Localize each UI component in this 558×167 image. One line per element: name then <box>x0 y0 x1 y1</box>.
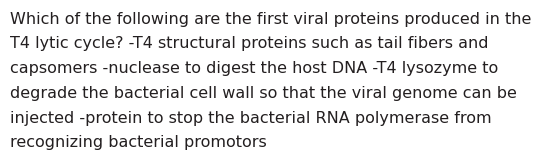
Text: injected -protein to stop the bacterial RNA polymerase from: injected -protein to stop the bacterial … <box>10 111 492 126</box>
Text: T4 lytic cycle? -T4 structural proteins such as tail fibers and: T4 lytic cycle? -T4 structural proteins … <box>10 36 489 51</box>
Text: capsomers -nuclease to digest the host DNA -T4 lysozyme to: capsomers -nuclease to digest the host D… <box>10 61 498 76</box>
Text: recognizing bacterial promotors: recognizing bacterial promotors <box>10 135 267 150</box>
Text: Which of the following are the first viral proteins produced in the: Which of the following are the first vir… <box>10 12 531 27</box>
Text: degrade the bacterial cell wall so that the viral genome can be: degrade the bacterial cell wall so that … <box>10 86 517 101</box>
